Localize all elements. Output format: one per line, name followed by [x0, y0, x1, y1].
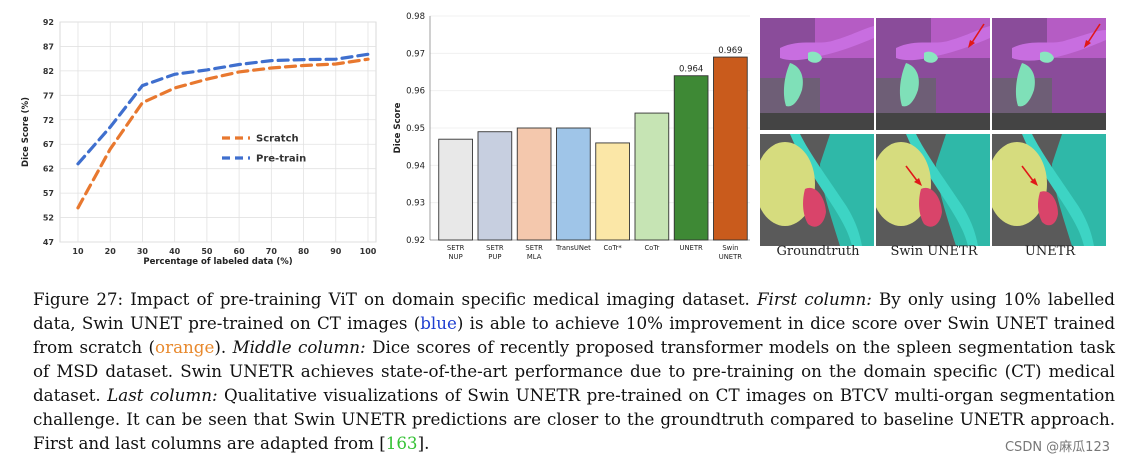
y-axis-label: Dice Score [393, 102, 403, 153]
y-tick-label: 77 [43, 91, 54, 100]
series-line-scratch [76, 57, 370, 210]
x-tick-label: 50 [201, 247, 213, 256]
x-tick-label: SETR [525, 244, 543, 252]
plot-area [59, 21, 377, 243]
y-tick-label: 57 [43, 189, 54, 198]
y-tick-label: 0.93 [406, 199, 425, 209]
bar [477, 131, 513, 241]
bar [634, 112, 670, 241]
x-tick-label: 30 [137, 247, 149, 256]
y-tick-label: 67 [43, 140, 54, 149]
caption-text: By only using 10% labelled data, Swin UN… [33, 289, 1115, 333]
line-chart-panel: 47 52 57 62 67 72 77 82 87 92 10 20 30 40 50 60 70 80 90 10… [14, 10, 390, 272]
bar-data-label: 0.969 [718, 46, 742, 56]
y-tick-label: 0.97 [406, 49, 425, 59]
caption-last-column-label: Last column: [107, 385, 218, 405]
bar [556, 127, 591, 241]
bar [673, 75, 709, 241]
red-arrow-icon [1021, 165, 1035, 183]
caption-text: Dice scores of recently proposed transfo… [33, 337, 1115, 405]
caption-orange-word: orange [155, 337, 215, 357]
caption-text: ). [214, 337, 233, 357]
x-axis-label: Percentage of labeled data (%) [143, 257, 292, 267]
y-tick-label: 0.96 [406, 87, 425, 97]
red-arrow-icon [1086, 23, 1101, 45]
y-axis-label: Dice Score (%) [21, 97, 31, 167]
x-tick-label: CoTr [644, 244, 659, 252]
x-tick-label: 60 [234, 247, 246, 256]
bar-data-label: 0.964 [679, 65, 703, 75]
x-tick-label: 80 [298, 247, 310, 256]
citation-link[interactable]: 163 [385, 433, 418, 453]
y-tick-label: 62 [43, 165, 54, 174]
watermark: CSDN @麻瓜123 [1004, 440, 1110, 455]
unetr-liver-image [992, 18, 1106, 130]
groundtruth-liver-image [760, 18, 874, 130]
figure-caption: Figure 27: Impact of pre-training ViT on… [33, 287, 1115, 455]
x-tick-label: PUP [488, 253, 501, 261]
caption-text: ) is able to achieve 10% improvement in … [33, 313, 1116, 357]
y-tick-label: 0.95 [406, 124, 425, 134]
bar [516, 127, 552, 241]
x-tick-label: UNETR [680, 244, 704, 252]
x-tick-label: 20 [105, 247, 117, 256]
legend-label: Scratch [256, 134, 299, 145]
x-tick-label: Swin [722, 244, 738, 252]
bar-chart: 0.92 0.93 0.94 0.95 0.96 0.97 0.98 Dice Score SE… [393, 12, 750, 261]
unetr-organ-image [992, 134, 1106, 246]
y-tick-label: 0.94 [406, 161, 425, 171]
caption-text: Qualitative visualizations of Swin UNETR… [33, 385, 1115, 453]
x-tick-label: SETR [486, 244, 504, 252]
line-chart: 47 52 57 62 67 72 77 82 87 92 10 20 30 40 50 60 70 80 90 10… [21, 18, 377, 267]
bar [438, 138, 473, 241]
unetr-label: UNETR [1024, 244, 1076, 259]
y-tick-label: 92 [43, 18, 54, 27]
swin-unetr-liver-image [876, 18, 990, 130]
bar-chart-panel: 0.92 0.93 0.94 0.95 0.96 0.97 0.98 Dice Score SE… [388, 10, 756, 272]
caption-first-column-label: First column: [756, 289, 872, 309]
x-tick-label: 70 [266, 247, 278, 256]
bar [595, 142, 630, 241]
x-tick-label: MLA [527, 253, 542, 261]
bar [713, 56, 748, 241]
caption-blue-word: blue [420, 313, 457, 333]
y-tick-label: 0.92 [406, 236, 425, 246]
caption-text: Figure 27: Impact of pre-training ViT on… [33, 289, 757, 309]
y-tick-label: 82 [43, 67, 54, 76]
y-tick-label: 87 [43, 42, 54, 51]
y-tick-label: 72 [43, 116, 54, 125]
groundtruth-organ-image [760, 134, 874, 246]
groundtruth-label: Groundtruth [776, 244, 860, 259]
segmentation-image-grid: Groundtruth Swin UNETR UNETR [758, 16, 1110, 262]
x-tick-label: UNETR [719, 253, 743, 261]
x-tick-label: SETR [447, 244, 465, 252]
caption-middle-column-label: Middle column: [232, 337, 366, 357]
caption-text: ]. [417, 433, 430, 453]
y-tick-label: 52 [43, 214, 54, 223]
legend-label: Pre-train [256, 154, 306, 165]
swin-unetr-organ-image [876, 134, 990, 246]
x-tick-label: 40 [169, 247, 181, 256]
x-tick-label: NUP [449, 253, 463, 261]
x-tick-label: TransUNet [555, 244, 591, 252]
red-arrow-icon [905, 165, 919, 183]
y-tick-label: 0.98 [406, 12, 425, 22]
series-line-pre-train [76, 52, 370, 166]
swin-unetr-label: Swin UNETR [890, 244, 978, 259]
y-tick-label: 47 [43, 238, 54, 247]
x-tick-label: 90 [330, 247, 342, 256]
x-tick-label: 10 [72, 247, 84, 256]
x-tick-label: CoTr* [604, 244, 623, 252]
x-tick-label: 100 [360, 247, 377, 256]
red-arrow-icon [970, 23, 985, 45]
